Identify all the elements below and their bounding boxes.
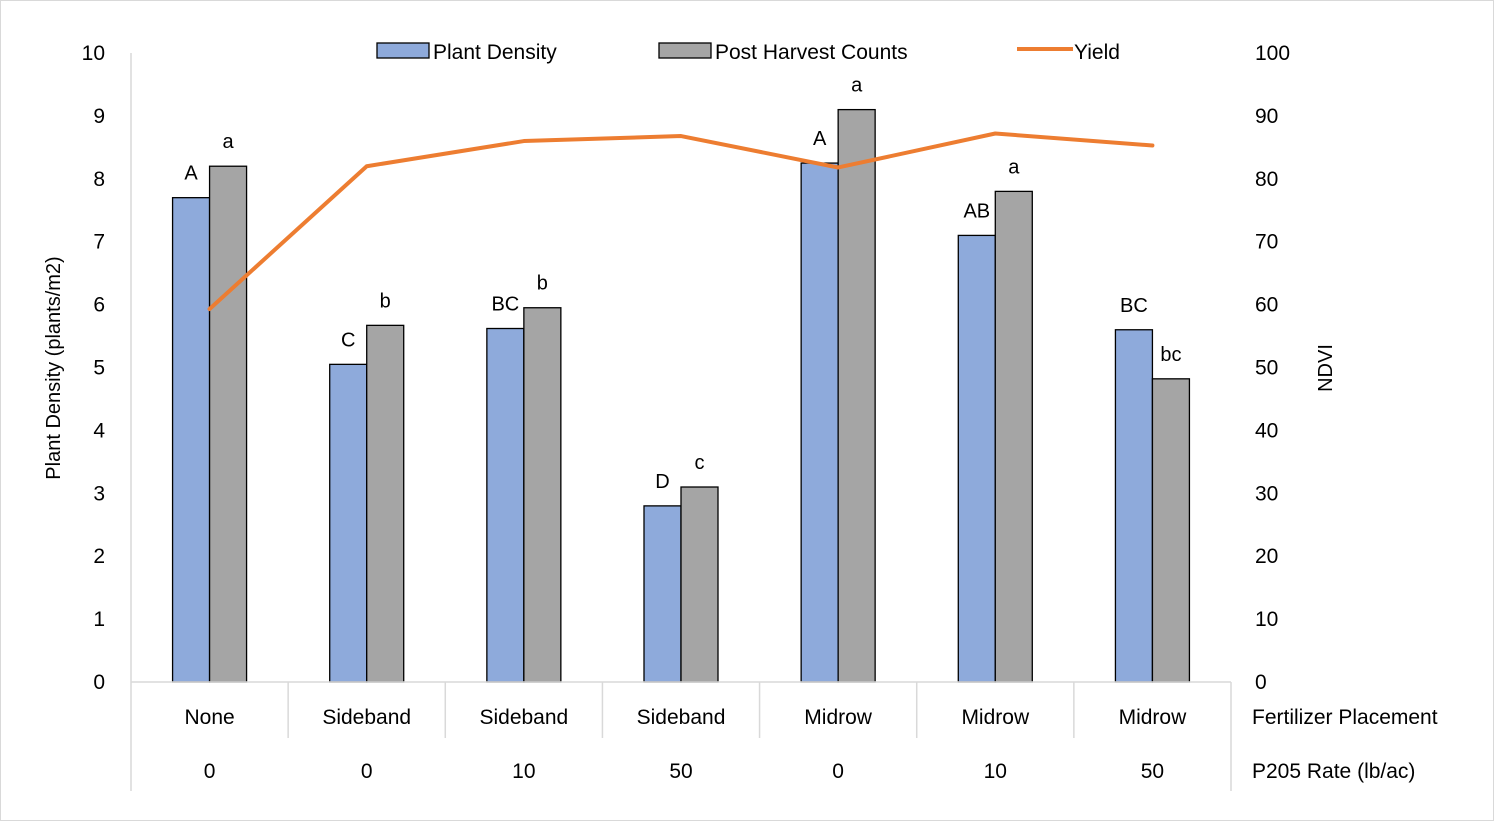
left-tick-label: 9 (93, 105, 105, 128)
post-harvest-letter-label: a (851, 75, 863, 97)
category-rate-label: 50 (1141, 760, 1164, 783)
category-rate-label: 0 (832, 760, 844, 783)
post-harvest-bar (523, 307, 562, 683)
legend-label: Post Harvest Counts (715, 41, 908, 64)
post-harvest-letter-label: c (695, 452, 705, 474)
legend-label: Plant Density (433, 41, 557, 64)
post-harvest-bar (837, 108, 876, 683)
category-level-title-placement: Fertilizer Placement (1252, 706, 1438, 729)
plant-density-letter-label: AB (963, 200, 990, 222)
left-axis-title: Plant Density (plants/m2) (43, 256, 65, 479)
post-harvest-bar (1151, 378, 1191, 683)
left-tick-label: 0 (93, 671, 105, 694)
left-tick-label: 8 (93, 168, 105, 191)
right-tick-label: 30 (1255, 482, 1278, 505)
plant-density-letter-label: BC (1120, 295, 1148, 317)
plant-density-bar (171, 197, 211, 683)
legend-swatch (376, 42, 430, 59)
left-tick-label: 3 (93, 482, 105, 505)
post-harvest-letter-label: bc (1160, 344, 1181, 366)
post-harvest-bar (366, 324, 405, 683)
bar-series-group: Aa Cb BC b Dc Aa AB a BC bc (171, 75, 1191, 683)
right-tick-label: 50 (1255, 357, 1278, 380)
plant-density-letter-label: D (655, 471, 669, 493)
left-tick-label: 7 (93, 231, 105, 254)
left-tick-label: 6 (93, 294, 105, 317)
right-tick-label: 70 (1255, 231, 1278, 254)
category-rate-label: 10 (512, 760, 535, 783)
left-y-axis: 0 1 2 3 4 5 6 7 8 9 10 (82, 42, 132, 694)
category-placement-label: None (184, 706, 234, 729)
right-tick-label: 0 (1255, 671, 1267, 694)
category-rate-label: 10 (984, 760, 1007, 783)
right-tick-label: 80 (1255, 168, 1278, 191)
post-harvest-bar (208, 165, 248, 683)
post-harvest-letter-label: b (380, 290, 391, 312)
category-placement-label: Midrow (961, 706, 1030, 729)
category-placement-label: Sideband (637, 706, 726, 729)
category-placement-label: Midrow (1119, 706, 1188, 729)
right-axis-title: NDVI (1315, 344, 1337, 392)
left-tick-label: 4 (93, 419, 105, 442)
plant-density-bar (800, 162, 839, 683)
right-tick-label: 10 (1255, 608, 1278, 631)
post-harvest-letter-label: a (223, 131, 235, 153)
plant-density-letter-label: A (184, 163, 198, 185)
plant-density-bar (1114, 329, 1154, 683)
category-level-title-rate: P205 Rate (lb/ac) (1252, 760, 1415, 783)
plant-density-letter-label: A (813, 128, 827, 150)
category-axis: None 0 Sideband 0 Sideband 10 Sideband 50 Midrow… (130, 681, 1232, 791)
right-tick-label: 40 (1255, 419, 1278, 442)
category-rate-label: 50 (669, 760, 692, 783)
plant-density-bar (329, 363, 368, 683)
plant-density-letter-label: C (341, 329, 355, 351)
plant-density-bar (957, 234, 996, 683)
yield-line-group (207, 131, 1155, 312)
right-tick-label: 20 (1255, 545, 1278, 568)
left-tick-label: 2 (93, 545, 105, 568)
plant-density-bar (486, 327, 525, 683)
right-y-axis: 0 10 20 30 40 50 60 70 80 90 100 (1255, 42, 1290, 694)
legend-swatch (658, 42, 712, 59)
category-placement-label: Midrow (804, 706, 873, 729)
legend: Plant Density Post Harvest Counts Yield (376, 41, 1120, 64)
post-harvest-bar (680, 486, 719, 683)
right-tick-label: 90 (1255, 105, 1278, 128)
plant-density-letter-label: BC (491, 294, 519, 316)
right-tick-label: 100 (1255, 42, 1290, 65)
post-harvest-letter-label: a (1008, 156, 1020, 178)
yield-line (207, 131, 1155, 312)
left-tick-label: 10 (82, 42, 105, 65)
category-rate-label: 0 (361, 760, 373, 783)
right-tick-label: 60 (1255, 294, 1278, 317)
legend-label: Yield (1074, 41, 1120, 64)
left-tick-label: 5 (93, 357, 105, 380)
category-rate-label: 0 (204, 760, 216, 783)
category-placement-label: Sideband (479, 706, 568, 729)
left-tick-label: 1 (93, 608, 105, 631)
plant-density-bar (643, 505, 682, 683)
post-harvest-letter-label: b (537, 273, 548, 295)
category-placement-label: Sideband (322, 706, 411, 729)
post-harvest-bar (994, 190, 1033, 683)
